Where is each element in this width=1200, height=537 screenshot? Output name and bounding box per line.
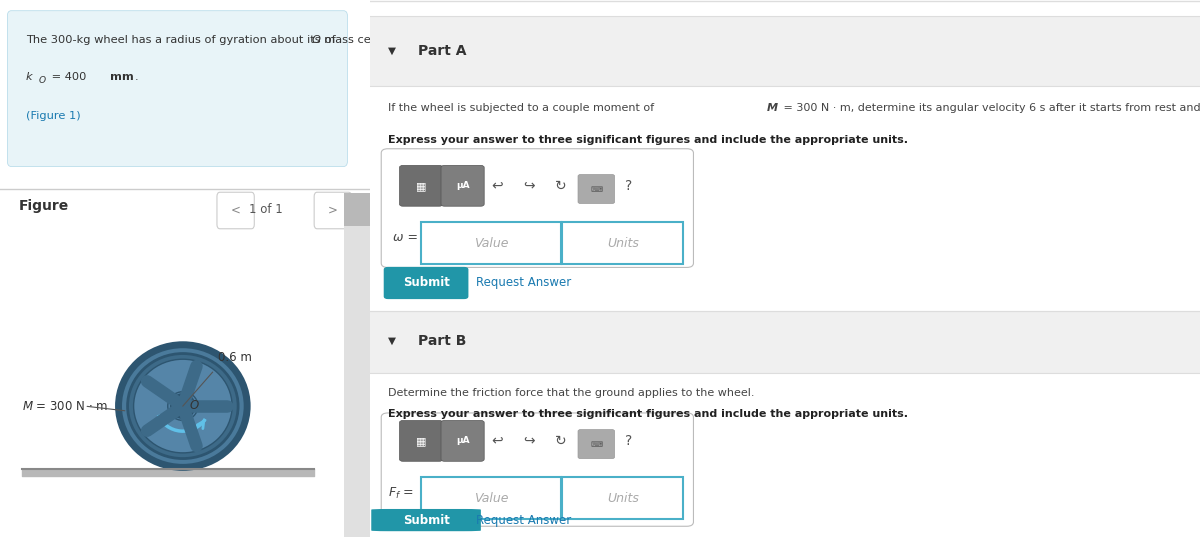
FancyBboxPatch shape [563, 477, 683, 519]
Text: μA: μA [456, 437, 469, 445]
FancyBboxPatch shape [382, 413, 694, 526]
Text: <: < [230, 204, 241, 216]
Bar [343, 193, 370, 226]
Text: Express your answer to three significant figures and ​include the appropriate un: Express your answer to three significant… [388, 135, 908, 146]
Text: Request Answer: Request Answer [476, 514, 571, 527]
Text: Submit: Submit [403, 514, 450, 527]
FancyBboxPatch shape [217, 192, 254, 229]
Ellipse shape [133, 359, 232, 453]
Text: ▦: ▦ [416, 436, 426, 446]
Circle shape [172, 395, 194, 418]
FancyBboxPatch shape [7, 11, 348, 166]
Text: ↩: ↩ [492, 179, 503, 193]
Text: Determine the friction force that the ground applies to the wheel.: Determine the friction force that the gr… [388, 388, 755, 398]
Text: The 300-kg wheel has a radius of gyration about its mass center: The 300-kg wheel has a radius of gyratio… [26, 35, 397, 45]
FancyBboxPatch shape [421, 222, 560, 264]
Text: O: O [38, 76, 46, 85]
Bar [370, 311, 1200, 373]
Text: ↪: ↪ [523, 179, 535, 193]
Text: ↪: ↪ [523, 434, 535, 448]
Bar [343, 193, 370, 537]
Ellipse shape [119, 345, 247, 467]
Text: .: . [134, 72, 138, 83]
Ellipse shape [127, 353, 238, 459]
Text: Units: Units [607, 492, 638, 505]
FancyBboxPatch shape [314, 192, 352, 229]
FancyBboxPatch shape [384, 267, 468, 299]
FancyBboxPatch shape [442, 165, 484, 206]
Text: ?: ? [625, 179, 632, 193]
Text: ?: ? [625, 434, 632, 448]
Text: = 400: = 400 [48, 72, 90, 83]
Text: Units: Units [607, 237, 638, 250]
FancyBboxPatch shape [400, 420, 443, 461]
Text: O: O [311, 35, 320, 45]
Text: of: of [320, 35, 336, 45]
Text: M: M [767, 103, 778, 113]
Text: ↻: ↻ [554, 179, 566, 193]
Bar [370, 16, 1200, 86]
Text: ⌨: ⌨ [590, 440, 602, 448]
Text: mm: mm [110, 72, 134, 83]
FancyBboxPatch shape [442, 420, 484, 461]
Text: Value: Value [474, 492, 508, 505]
Text: = 300 N · m, determine its angular velocity 6 s after it starts from rest and no: = 300 N · m, determine its angular veloc… [780, 103, 1200, 113]
Text: (Figure 1): (Figure 1) [26, 111, 80, 121]
Text: Part B: Part B [418, 334, 466, 348]
Text: ⌨: ⌨ [590, 185, 602, 193]
Text: k: k [26, 72, 32, 83]
Text: $M$ = 300 N $\cdot$ m: $M$ = 300 N $\cdot$ m [22, 400, 108, 412]
Text: ▦: ▦ [416, 181, 426, 191]
Circle shape [179, 402, 187, 410]
Text: Request Answer: Request Answer [476, 277, 571, 289]
Text: $F_f$ =: $F_f$ = [388, 485, 414, 500]
Text: ↻: ↻ [554, 434, 566, 448]
Text: Express your answer to three significant figures and ​include the appropriate un: Express your answer to three significant… [388, 409, 908, 419]
Text: Figure: Figure [18, 199, 68, 213]
FancyBboxPatch shape [400, 165, 443, 206]
Text: μA: μA [456, 182, 469, 190]
Text: 1 of 1: 1 of 1 [250, 204, 283, 216]
Text: ω =: ω = [392, 231, 418, 244]
Text: ▼: ▼ [388, 336, 396, 346]
Text: >: > [328, 204, 338, 216]
Text: Part A: Part A [418, 44, 467, 58]
FancyBboxPatch shape [563, 222, 683, 264]
Ellipse shape [168, 391, 198, 420]
FancyBboxPatch shape [578, 430, 614, 459]
Text: Value: Value [474, 237, 508, 250]
FancyBboxPatch shape [371, 509, 481, 531]
FancyBboxPatch shape [578, 175, 614, 204]
Text: If the wheel is subjected to a couple moment of: If the wheel is subjected to a couple mo… [388, 103, 658, 113]
Text: ↩: ↩ [492, 434, 503, 448]
Text: 0.6 m: 0.6 m [217, 351, 252, 364]
Text: ▼: ▼ [388, 46, 396, 56]
Text: O: O [190, 398, 199, 411]
FancyBboxPatch shape [421, 477, 560, 519]
Text: Submit: Submit [403, 277, 450, 289]
FancyBboxPatch shape [382, 149, 694, 267]
